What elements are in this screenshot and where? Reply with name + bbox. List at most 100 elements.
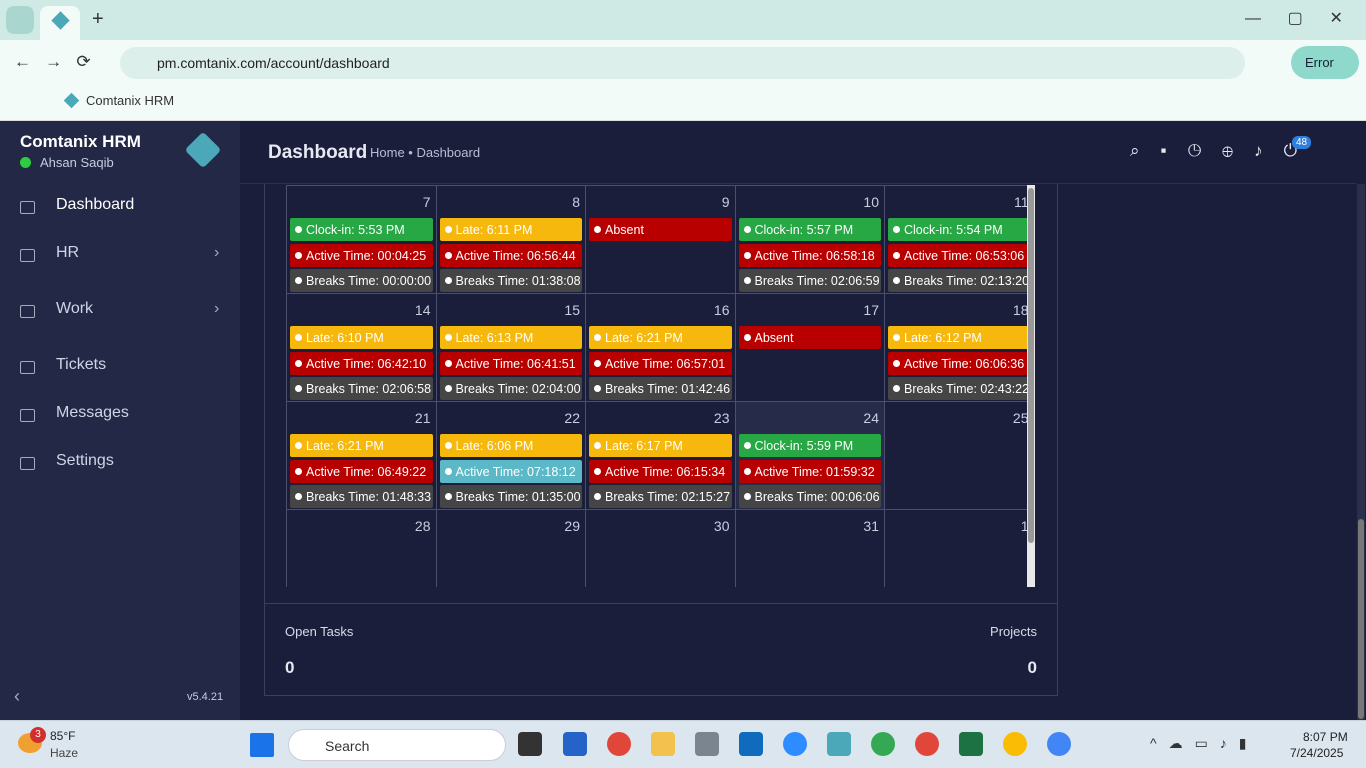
weather-badge: 3 bbox=[30, 727, 46, 743]
day-cell[interactable]: 24 Clock-in: 5:59 PM Active Time: 01:59:32… bbox=[734, 401, 885, 510]
day-number: 1 bbox=[1020, 518, 1027, 534]
day-cell[interactable]: 17 Absent bbox=[734, 293, 885, 402]
day-number: 14 bbox=[414, 302, 431, 318]
day-cell[interactable]: 30 bbox=[585, 509, 736, 587]
breadcrumb[interactable]: Home • Dashboard bbox=[370, 145, 481, 160]
brand[interactable]: Comtanix HRM bbox=[20, 132, 141, 151]
menu-item[interactable]: Messages bbox=[56, 404, 129, 421]
day-cell[interactable]: 28 bbox=[286, 509, 437, 587]
day-cell[interactable]: 10 Clock-in: 5:57 PM Active Time: 06:58:18… bbox=[734, 185, 885, 294]
event[interactable]: Active Time: 06:41:51 bbox=[439, 351, 582, 375]
menu-icon bbox=[20, 305, 35, 318]
day-cell[interactable]: 8 Late: 6:11 PM Active Time: 06:56:44 Break… bbox=[435, 185, 586, 294]
event[interactable]: Active Time: 06:58:18 bbox=[738, 243, 881, 267]
menu-item[interactable]: Settings bbox=[56, 452, 114, 469]
event[interactable]: Breaks Time: 00:00:00 bbox=[290, 269, 433, 292]
day-number: 18 bbox=[1012, 302, 1027, 318]
day-cell[interactable]: 16 Late: 6:21 PM Active Time: 06:57:01 Brea… bbox=[585, 293, 736, 402]
event[interactable]: Absent bbox=[738, 326, 881, 349]
event[interactable]: Breaks Time: 01:42:46 bbox=[589, 377, 732, 400]
condition[interactable]: Haze bbox=[50, 746, 79, 760]
active-tab[interactable] bbox=[40, 6, 80, 40]
event[interactable]: Late: 6:10 PM bbox=[290, 326, 433, 349]
event[interactable]: Breaks Time: 02:06:58 bbox=[290, 377, 433, 400]
menu-item[interactable]: Dashboard bbox=[56, 196, 135, 213]
event[interactable]: Breaks Time: 02:43:22 bbox=[888, 377, 1027, 400]
event[interactable]: Active Time: 06:42:10 bbox=[290, 351, 433, 375]
event[interactable]: Active Time: 06:06:36 bbox=[888, 351, 1027, 375]
menu-item[interactable]: HR bbox=[56, 244, 80, 261]
day-cell[interactable]: 1 bbox=[884, 509, 1027, 587]
event[interactable]: Late: 6:17 PM bbox=[589, 434, 732, 457]
day-cell[interactable]: 31 bbox=[734, 509, 885, 587]
day-number: 9 bbox=[721, 194, 730, 210]
menu-item[interactable]: Work bbox=[56, 300, 94, 317]
nav-buttons[interactable]: ← → ⟳ bbox=[14, 52, 91, 71]
day-number: 21 bbox=[414, 410, 431, 426]
event[interactable]: Breaks Time: 02:15:27 bbox=[589, 485, 732, 508]
new-tab[interactable]: + bbox=[92, 8, 104, 30]
temperature[interactable]: 85°F bbox=[50, 729, 76, 743]
event[interactable]: Late: 6:13 PM bbox=[439, 326, 582, 349]
url-bar[interactable]: pm.comtanix.com/account/dashboard bbox=[120, 47, 1245, 79]
window-controls[interactable]: — ▢ ✕ bbox=[1245, 10, 1343, 27]
day-cell[interactable]: 25 bbox=[884, 401, 1027, 510]
tray[interactable]: ^☁▭♪▮ bbox=[1150, 735, 1259, 751]
event[interactable]: Breaks Time: 01:38:08 bbox=[439, 269, 582, 292]
event[interactable]: Late: 6:12 PM bbox=[888, 326, 1027, 349]
event[interactable]: Breaks Time: 02:04:00 bbox=[439, 377, 582, 400]
day-cell[interactable]: 23 Late: 6:17 PM Active Time: 06:15:34 Brea… bbox=[585, 401, 736, 510]
event[interactable]: Breaks Time: 02:13:20 bbox=[888, 269, 1027, 292]
menu-icon bbox=[20, 201, 35, 214]
event[interactable]: Active Time: 06:57:01 bbox=[589, 351, 732, 375]
clock-time[interactable]: 8:07 PM bbox=[1303, 730, 1348, 744]
search-box[interactable]: Search bbox=[288, 729, 506, 761]
event[interactable]: Active Time: 06:15:34 bbox=[589, 459, 732, 483]
event[interactable]: Late: 6:06 PM bbox=[439, 434, 582, 457]
day-cell[interactable]: 11 Clock-in: 5:54 PM Active Time: 06:53:06… bbox=[884, 185, 1027, 294]
stat-value: 0 bbox=[285, 658, 295, 677]
event[interactable]: Clock-in: 5:53 PM bbox=[290, 218, 433, 241]
event[interactable]: Active Time: 00:04:25 bbox=[290, 243, 433, 267]
user-name: Ahsan Saqib bbox=[40, 155, 114, 170]
event[interactable]: Clock-in: 5:54 PM bbox=[888, 218, 1027, 241]
event[interactable]: Late: 6:21 PM bbox=[290, 434, 433, 457]
tab-menu[interactable] bbox=[6, 6, 34, 34]
day-number: 7 bbox=[422, 194, 431, 210]
event[interactable]: Active Time: 06:56:44 bbox=[439, 243, 582, 267]
notification-badge: 48 bbox=[1292, 136, 1312, 149]
scrollbar[interactable] bbox=[1027, 185, 1035, 587]
clock-date[interactable]: 7/24/2025 bbox=[1290, 746, 1344, 760]
menu-icon bbox=[20, 361, 35, 374]
day-cell[interactable]: 9 Absent bbox=[585, 185, 736, 294]
event[interactable]: Active Time: 06:53:06 bbox=[888, 243, 1027, 267]
bookmark[interactable]: Comtanix HRM bbox=[86, 93, 175, 108]
event[interactable]: Breaks Time: 01:48:33 bbox=[290, 485, 433, 508]
event[interactable]: Active Time: 06:49:22 bbox=[290, 459, 433, 483]
event[interactable]: Active Time: 07:18:12 bbox=[439, 459, 582, 483]
day-cell[interactable]: 18 Late: 6:12 PM Active Time: 06:06:36 Brea… bbox=[884, 293, 1027, 402]
event[interactable]: Clock-in: 5:59 PM bbox=[738, 434, 881, 457]
event[interactable]: Late: 6:21 PM bbox=[589, 326, 732, 349]
taskbar: 3 85°F Haze Search ^☁▭♪▮ 8:07 PM 7/24/20… bbox=[0, 720, 1366, 768]
error-button[interactable]: Error bbox=[1291, 46, 1359, 79]
day-cell[interactable]: 22 Late: 6:06 PM Active Time: 07:18:12 Brea… bbox=[435, 401, 586, 510]
event[interactable]: Breaks Time: 02:06:59 bbox=[738, 269, 881, 292]
event[interactable]: Late: 6:11 PM bbox=[439, 218, 582, 241]
day-cell[interactable]: 21 Late: 6:21 PM Active Time: 06:49:22 Brea… bbox=[286, 401, 437, 510]
event[interactable]: Clock-in: 5:57 PM bbox=[738, 218, 881, 241]
header-icons[interactable]: ⌕▪◷⊕♪⏻ bbox=[1130, 141, 1319, 160]
calendar: 7 Clock-in: 5:53 PM Active Time: 00:04:25 B… bbox=[286, 185, 1027, 587]
day-number: 16 bbox=[713, 302, 730, 318]
day-cell[interactable]: 14 Late: 6:10 PM Active Time: 06:42:10 Brea… bbox=[286, 293, 437, 402]
day-number: 11 bbox=[1013, 194, 1027, 210]
day-cell[interactable]: 29 bbox=[435, 509, 586, 587]
stat-value: 0 bbox=[1027, 658, 1037, 677]
event[interactable]: Absent bbox=[589, 218, 732, 241]
event[interactable]: Breaks Time: 01:35:00 bbox=[439, 485, 582, 508]
event[interactable]: Active Time: 01:59:32 bbox=[738, 459, 881, 483]
menu-item[interactable]: Tickets bbox=[56, 356, 107, 373]
event[interactable]: Breaks Time: 00:06:06 bbox=[738, 485, 881, 508]
day-cell[interactable]: 15 Late: 6:13 PM Active Time: 06:41:51 Brea… bbox=[435, 293, 586, 402]
day-cell[interactable]: 7 Clock-in: 5:53 PM Active Time: 00:04:25 B… bbox=[286, 185, 437, 294]
